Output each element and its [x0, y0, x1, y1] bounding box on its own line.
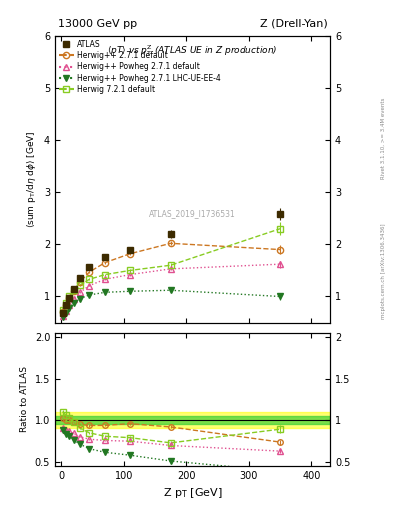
Legend: ATLAS, Herwig++ 2.7.1 default, Herwig++ Powheg 2.7.1 default, Herwig++ Powheg 2.: ATLAS, Herwig++ 2.7.1 default, Herwig++ …: [59, 39, 221, 94]
Bar: [55, 412, 330, 429]
Text: Rivet 3.1.10, >= 3.4M events: Rivet 3.1.10, >= 3.4M events: [381, 98, 386, 179]
Text: 13000 GeV pp: 13000 GeV pp: [58, 18, 137, 29]
Bar: [55, 416, 330, 424]
Text: Z (Drell-Yan): Z (Drell-Yan): [260, 18, 327, 29]
Text: $\langle$pT$\rangle$ vs p$_\mathrm{T}^\mathrm{Z}$ (ATLAS UE in Z production): $\langle$pT$\rangle$ vs p$_\mathrm{T}^\m…: [107, 43, 278, 58]
X-axis label: Z p$_\mathrm{T}$ [GeV]: Z p$_\mathrm{T}$ [GeV]: [163, 486, 222, 500]
Text: mcplots.cern.ch [arXiv:1306.3436]: mcplots.cern.ch [arXiv:1306.3436]: [381, 224, 386, 319]
Text: ATLAS_2019_I1736531: ATLAS_2019_I1736531: [149, 209, 236, 218]
Y-axis label: Ratio to ATLAS: Ratio to ATLAS: [20, 367, 29, 432]
Y-axis label: $\langle$sum p$_\mathrm{T}$/d$\eta$ d$\phi\rangle$ [GeV]: $\langle$sum p$_\mathrm{T}$/d$\eta$ d$\p…: [26, 131, 39, 228]
